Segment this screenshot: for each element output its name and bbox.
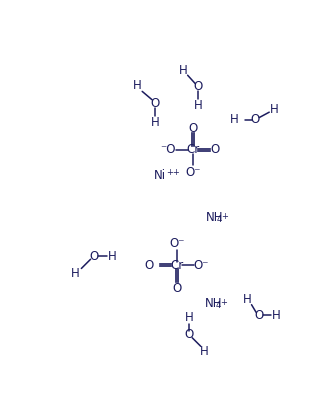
Text: O: O [151,97,160,110]
Text: H: H [133,79,142,92]
Text: NH: NH [206,211,224,224]
Text: H: H [200,345,209,358]
Text: O: O [145,259,154,272]
Text: O⁻: O⁻ [169,237,185,250]
Text: O: O [89,250,98,263]
Text: H: H [270,103,279,116]
Text: +: + [220,298,227,307]
Text: O⁻: O⁻ [185,166,201,179]
Text: H: H [194,99,203,112]
Text: H: H [243,293,252,306]
Text: H: H [108,250,117,263]
Text: 4: 4 [217,215,222,224]
Text: Ni: Ni [154,169,166,182]
Text: 4: 4 [216,301,221,310]
Text: ++: ++ [166,168,180,177]
Text: Cr: Cr [170,259,183,272]
Text: H: H [151,116,160,129]
Text: O⁻: O⁻ [194,259,209,272]
Text: O: O [194,80,203,93]
Text: H: H [185,311,193,324]
Text: O: O [188,122,198,135]
Text: O: O [210,144,219,156]
Text: O: O [185,328,194,341]
Text: NH: NH [205,298,223,310]
Text: Cr: Cr [186,144,200,156]
Text: H: H [179,64,187,77]
Text: H: H [230,113,238,127]
Text: +: + [221,212,227,221]
Text: O: O [255,309,264,322]
Text: H: H [272,309,281,322]
Text: O: O [251,113,260,127]
Text: ⁻O: ⁻O [161,144,176,156]
Text: H: H [71,267,80,281]
Text: O: O [172,282,181,295]
